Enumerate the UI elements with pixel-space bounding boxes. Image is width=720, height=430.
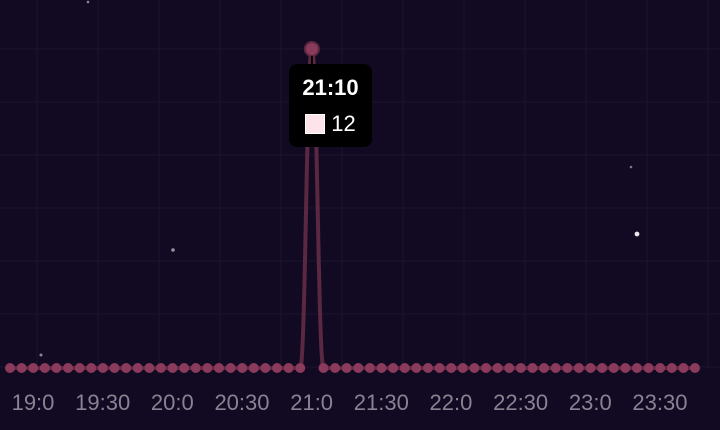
data-point[interactable] xyxy=(63,363,74,373)
data-point[interactable] xyxy=(585,363,596,373)
data-point[interactable] xyxy=(237,363,248,373)
data-point[interactable] xyxy=(179,363,190,373)
x-tick-label: 21:0 xyxy=(290,390,333,415)
data-point[interactable] xyxy=(295,363,306,373)
data-point[interactable] xyxy=(74,363,85,373)
background-stars xyxy=(39,0,640,357)
data-point[interactable] xyxy=(341,363,352,373)
data-point[interactable] xyxy=(109,363,120,373)
data-point[interactable] xyxy=(144,363,155,373)
x-tick-label: 19:30 xyxy=(75,390,130,415)
x-axis-ticks: 19:0 19:30 20:0 20:30 21:0 21:30 22:0 22:30 23:0… xyxy=(12,390,688,415)
data-point[interactable] xyxy=(422,363,433,373)
data-point[interactable] xyxy=(248,363,259,373)
data-point[interactable] xyxy=(539,363,550,373)
data-point[interactable] xyxy=(39,363,50,373)
data-point[interactable] xyxy=(5,363,15,373)
data-tooltip: 21:10 12 xyxy=(289,64,372,147)
data-point[interactable] xyxy=(492,363,503,373)
x-tick-label: 21:30 xyxy=(354,390,409,415)
data-point[interactable] xyxy=(225,363,236,373)
tooltip-value: 12 xyxy=(331,111,356,136)
x-tick-label: 19:0 xyxy=(12,390,55,415)
data-point[interactable] xyxy=(51,363,62,373)
data-point[interactable] xyxy=(303,41,320,57)
data-point[interactable] xyxy=(608,363,619,373)
data-point[interactable] xyxy=(202,363,213,373)
background-star xyxy=(634,231,640,237)
data-point[interactable] xyxy=(515,363,526,373)
data-point[interactable] xyxy=(16,363,27,373)
data-point[interactable] xyxy=(527,363,538,373)
data-point[interactable] xyxy=(504,363,515,373)
data-point[interactable] xyxy=(562,363,573,373)
background-star xyxy=(171,248,175,252)
background-star xyxy=(629,165,633,169)
data-point[interactable] xyxy=(132,363,143,373)
data-point[interactable] xyxy=(620,363,631,373)
tooltip-row: 12 xyxy=(289,111,372,137)
data-point[interactable] xyxy=(597,363,608,373)
data-point[interactable] xyxy=(446,363,457,373)
data-point[interactable] xyxy=(318,363,329,373)
data-point[interactable] xyxy=(469,363,480,373)
data-point[interactable] xyxy=(631,363,642,373)
data-point[interactable] xyxy=(121,363,132,373)
data-point[interactable] xyxy=(283,363,294,373)
tooltip-title: 21:10 xyxy=(302,75,359,100)
data-point[interactable] xyxy=(655,363,666,373)
x-tick-label: 23:30 xyxy=(632,390,687,415)
data-point[interactable] xyxy=(434,363,445,373)
data-point[interactable] xyxy=(678,363,689,373)
background-star xyxy=(86,0,90,4)
data-point[interactable] xyxy=(457,363,468,373)
x-tick-label: 23:0 xyxy=(569,390,612,415)
data-point[interactable] xyxy=(388,363,399,373)
data-point[interactable] xyxy=(167,363,178,373)
x-tick-label: 20:0 xyxy=(151,390,194,415)
data-point[interactable] xyxy=(573,363,584,373)
series-layer xyxy=(5,41,700,373)
data-point[interactable] xyxy=(364,363,375,373)
data-point[interactable] xyxy=(272,363,283,373)
data-point[interactable] xyxy=(353,363,364,373)
data-point[interactable] xyxy=(481,363,492,373)
data-point[interactable] xyxy=(260,363,271,373)
data-point[interactable] xyxy=(330,363,341,373)
data-point[interactable] xyxy=(97,363,108,373)
tooltip-color-swatch xyxy=(305,114,326,134)
data-point[interactable] xyxy=(155,363,166,373)
chart-grid xyxy=(0,0,720,368)
x-tick-label: 20:30 xyxy=(214,390,269,415)
data-point[interactable] xyxy=(550,363,561,373)
data-point[interactable] xyxy=(376,363,387,373)
data-point[interactable] xyxy=(213,363,224,373)
data-point[interactable] xyxy=(690,363,700,373)
data-point[interactable] xyxy=(190,363,201,373)
x-tick-label: 22:0 xyxy=(430,390,473,415)
background-star xyxy=(39,353,43,357)
data-point[interactable] xyxy=(666,363,677,373)
data-point[interactable] xyxy=(86,363,97,373)
data-point[interactable] xyxy=(411,363,422,373)
data-point[interactable] xyxy=(643,363,654,373)
data-point[interactable] xyxy=(28,363,39,373)
data-point[interactable] xyxy=(399,363,410,373)
x-tick-label: 22:30 xyxy=(493,390,548,415)
